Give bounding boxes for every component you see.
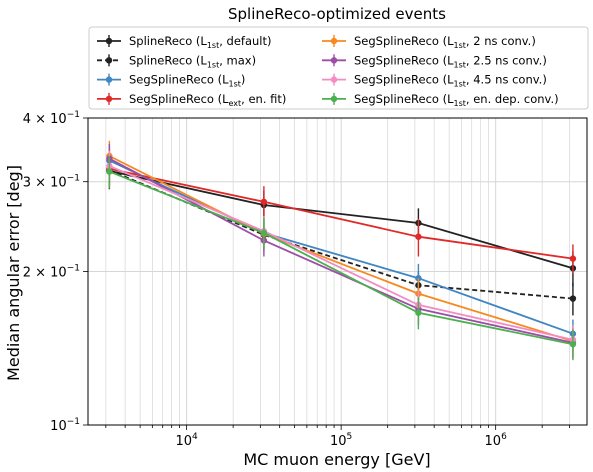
x-tick-label: 106 [485, 432, 508, 449]
chart-title: SplineReco-optimized events [228, 5, 446, 23]
data-point [415, 309, 422, 316]
series-line [108, 157, 574, 344]
legend-label: SegSplineReco (L1st, 4.5 ns conv.) [354, 73, 547, 89]
series-8 [106, 155, 577, 361]
legend-label: SegSplineReco (Lext, en. fit) [129, 92, 286, 108]
legend-box [88, 26, 589, 110]
legend-label-name: SegSplineReco (L [354, 92, 454, 106]
series-line [109, 159, 574, 335]
legend-label-suffix: , en. fit) [241, 92, 286, 106]
legend-label-name: SegSplineReco (L [354, 34, 454, 48]
legend-swatch-marker [330, 95, 338, 103]
y-tick-label-mantissa: 3 × 10 [23, 176, 67, 191]
legend-label-suffix: , default) [219, 34, 271, 48]
y-tick-label: 10−1 [50, 417, 80, 434]
data-point [415, 233, 422, 240]
x-axis-label: MC muon energy [GeV] [243, 450, 430, 469]
y-tick-label-exponent: −1 [67, 417, 80, 427]
series-line [109, 170, 574, 270]
y-tick-label-exponent: −1 [67, 110, 80, 120]
legend-label: SegSplineReco (L1st, en. dep. conv.) [354, 92, 559, 108]
series-layer [106, 140, 577, 361]
legend-label-suffix: , 4.5 ns conv.) [466, 73, 547, 87]
y-tick-label-mantissa: 2 × 10 [23, 266, 67, 281]
legend-entry: SegSplineReco (L1st) [97, 73, 245, 89]
legend-swatch-marker [105, 37, 113, 45]
legend-label-name: SplineReco (L [129, 34, 207, 48]
legend-label-suffix: ) [241, 73, 246, 87]
legend-swatch-marker [105, 95, 113, 103]
legend-entry: SegSplineReco (L1st, 4.5 ns conv.) [322, 73, 547, 89]
legend-entry: SplineReco (L1st, max) [97, 53, 256, 69]
x-tick-label: 105 [330, 432, 352, 449]
legend-label: SplineReco (L1st, max) [129, 53, 256, 69]
series-line [109, 167, 574, 260]
legend-label: SegSplineReco (L1st) [129, 73, 245, 89]
legend-label-name: SegSplineReco (L [354, 73, 454, 87]
legend-entry: SegSplineReco (L1st, 2.5 ns conv.) [322, 53, 547, 69]
legend-swatch-marker [105, 57, 113, 64]
legend-swatch-marker [330, 57, 338, 64]
legend-swatch-marker [105, 76, 113, 83]
legend-label-suffix: , max) [219, 53, 256, 67]
legend-label-suffix: , 2 ns conv.) [466, 34, 536, 48]
x-tick-label-exponent: 6 [501, 432, 507, 442]
legend-entry: SplineReco (L1st, default) [97, 34, 271, 50]
legend-label: SplineReco (L1st, default) [129, 34, 271, 50]
series-line [108, 155, 574, 343]
data-point [260, 229, 268, 237]
y-tick-label: 2 × 10−1 [23, 264, 80, 281]
legend-label: SegSplineReco (L1st, 2 ns conv.) [354, 34, 536, 50]
data-point [260, 198, 268, 205]
legend: SplineReco (L1st, default)SplineReco (L1… [88, 26, 589, 110]
x-tick-label-exponent: 4 [192, 432, 198, 442]
y-tick-label-mantissa: 4 × 10 [23, 112, 67, 127]
y-tick-label: 4 × 10−1 [23, 110, 80, 127]
legend-entry: SegSplineReco (L1st, 2 ns conv.) [322, 34, 536, 50]
y-tick-label: 3 × 10−1 [23, 174, 80, 191]
legend-label-subscript: ext [229, 99, 242, 108]
legend-entry: SegSplineReco (Lext, en. fit) [97, 92, 286, 108]
x-tick-label-exponent: 5 [347, 432, 353, 442]
series-line [109, 165, 574, 341]
legend-entry: SegSplineReco (L1st, en. dep. conv.) [322, 92, 559, 108]
x-tick-label-base: 10 [330, 434, 347, 449]
legend-swatch-marker [330, 37, 338, 45]
legend-label-subscript: 1st [207, 60, 219, 69]
y-tick-label-mantissa: 10 [50, 419, 67, 434]
legend-label-subscript: 1st [454, 41, 466, 50]
y-axis-label: Median angular error [deg] [4, 165, 23, 381]
legend-label-subscript: 1st [454, 80, 466, 89]
legend-label-subscript: 1st [207, 41, 219, 50]
legend-label-name: SplineReco (L [129, 53, 207, 67]
x-tick-label: 104 [175, 432, 198, 449]
legend-label-name: SegSplineReco (L [354, 53, 454, 67]
legend-label-suffix: , en. dep. conv.) [466, 92, 559, 106]
legend-label: SegSplineReco (L1st, 2.5 ns conv.) [354, 53, 547, 69]
data-point [569, 295, 577, 302]
data-point [106, 168, 113, 175]
series-line [109, 170, 574, 346]
x-tick-label-base: 10 [485, 434, 502, 449]
legend-label-subscript: 1st [454, 99, 466, 108]
y-tick-label-exponent: −1 [67, 264, 80, 274]
y-tick-label-exponent: −1 [67, 174, 80, 184]
legend-label-name: SegSplineReco (L [129, 73, 229, 87]
legend-label-suffix: , 2.5 ns conv.) [466, 53, 547, 67]
legend-swatch-marker [330, 76, 338, 83]
data-point [569, 255, 577, 262]
legend-label-subscript: 1st [229, 80, 241, 89]
legend-label-name: SegSplineReco (L [129, 92, 229, 106]
data-point [569, 341, 577, 348]
x-tick-label-base: 10 [175, 434, 192, 449]
legend-label-subscript: 1st [454, 60, 466, 69]
